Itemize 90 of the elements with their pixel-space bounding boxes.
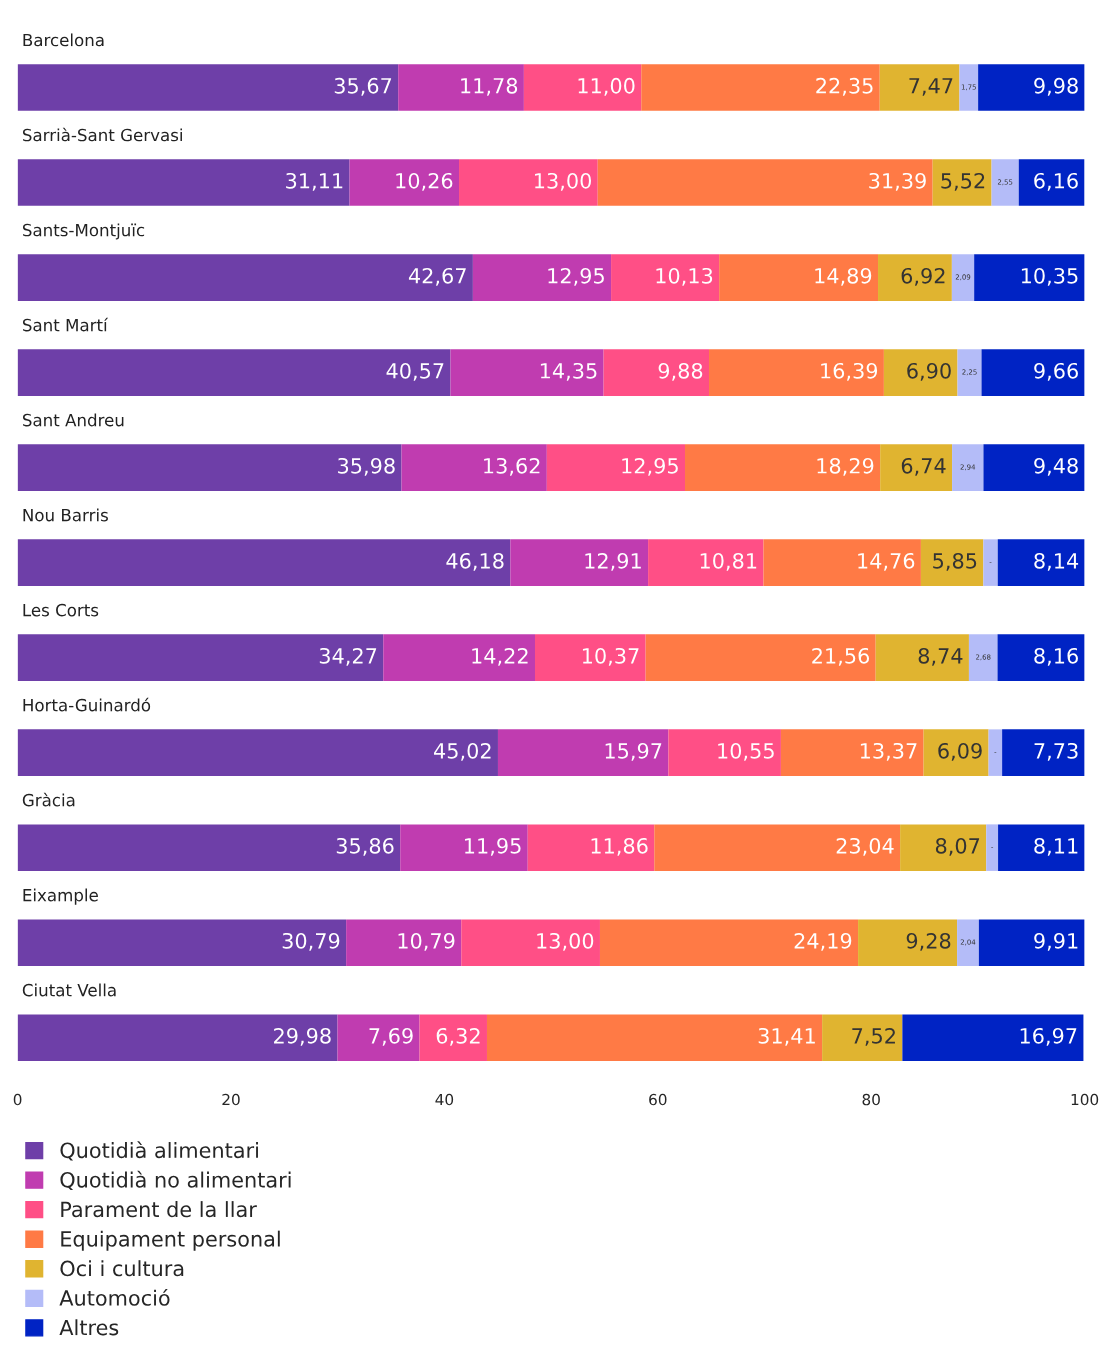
data-label: 8,16: [1034, 647, 1078, 666]
y-tick-label: Ciutat Vella: [22, 983, 116, 997]
data-label: 34,27: [319, 647, 377, 666]
legend-label: Quotidià alimentari: [60, 1141, 258, 1161]
data-label: 10,79: [398, 932, 455, 951]
data-label: 5,85: [933, 552, 977, 571]
data-label: 30,79: [282, 932, 340, 951]
data-label: 6,09: [938, 742, 982, 761]
data-label: 14,22: [472, 647, 528, 666]
x-tick-label: 100: [1071, 1093, 1099, 1106]
x-tick-label: 80: [862, 1093, 880, 1106]
data-label: 11,95: [465, 837, 521, 856]
data-label: 31,39: [869, 172, 926, 191]
data-label: 11,78: [461, 77, 518, 96]
data-label: 12,95: [622, 457, 678, 476]
data-label: 9,28: [906, 932, 951, 951]
data-label: 13,00: [537, 932, 594, 951]
data-label: 13,62: [484, 457, 540, 476]
data-label: 9,98: [1034, 77, 1078, 96]
data-label: 35,67: [334, 77, 392, 96]
data-label: 35,86: [336, 837, 394, 856]
y-tick-label: Gràcia: [22, 792, 75, 807]
y-tick-label: Barcelona: [23, 33, 104, 47]
y-tick-label: Sant Martí: [22, 317, 109, 332]
data-label: 14,76: [858, 552, 915, 571]
data-label: 14,89: [815, 267, 872, 286]
x-tick-label: 40: [435, 1093, 454, 1106]
data-label: 5,52: [941, 172, 985, 191]
y-tick-label: Sarrià-Sant Gervasi: [22, 127, 182, 142]
data-label: 42,67: [408, 267, 466, 286]
data-label: 6,90: [907, 362, 951, 381]
data-label: 7,47: [909, 78, 953, 96]
data-label: 9,66: [1034, 362, 1078, 381]
data-label: 8,74: [918, 647, 963, 666]
x-tick-label: 0: [13, 1093, 22, 1106]
data-label: 35,98: [338, 457, 395, 476]
data-label: 29,98: [274, 1027, 331, 1046]
data-label: 18,29: [817, 457, 874, 476]
data-label: 31,11: [286, 172, 343, 191]
data-label: 24,19: [794, 932, 852, 951]
data-label: 6,92: [901, 267, 945, 286]
y-tick-label: Horta-Guinardó: [23, 697, 151, 712]
data-label: 46,18: [446, 552, 504, 571]
data-label: 10,13: [656, 267, 713, 286]
x-tick-label: 20: [222, 1093, 240, 1106]
data-label: 9,48: [1034, 457, 1078, 476]
data-label: 7,52: [852, 1027, 895, 1046]
legend-label: Equipament personal: [61, 1230, 280, 1251]
data-label: 16,39: [821, 362, 878, 381]
data-label: 14,35: [540, 362, 597, 381]
y-tick-label: Sants-Montjuïc: [22, 223, 145, 240]
y-tick-label: Eixample: [23, 888, 98, 905]
data-label: 8,14: [1034, 552, 1079, 571]
data-label: 7,73: [1034, 742, 1078, 761]
legend-label: Quotidià no alimentari: [60, 1170, 291, 1191]
data-label: 45,02: [434, 742, 491, 761]
data-label: 21,56: [812, 647, 870, 666]
data-label: 9,91: [1034, 932, 1078, 951]
data-label: 15,97: [605, 742, 662, 761]
legend-label: Parament de la llar: [61, 1201, 257, 1218]
data-label: 11,86: [591, 837, 648, 856]
data-label: 13,00: [535, 172, 592, 191]
data-label: 10,37: [582, 647, 639, 666]
data-label: 12,91: [585, 552, 641, 571]
legend-label: Oci i cultura: [60, 1260, 184, 1277]
y-tick-label: Nou Barris: [23, 508, 108, 522]
data-label: 8,11: [1034, 837, 1078, 856]
data-label: 16,97: [1020, 1027, 1077, 1046]
data-label: 10,35: [1021, 267, 1078, 286]
legend-label: Altres: [59, 1319, 119, 1336]
legend-label: Automoció: [59, 1288, 170, 1306]
data-label: 10,26: [396, 172, 453, 191]
data-label: 6,16: [1034, 172, 1078, 191]
y-tick-label: Sant Andreu: [22, 413, 124, 427]
data-label: 22,35: [816, 77, 873, 96]
data-label: 13,37: [860, 742, 917, 761]
data-label: 31,41: [758, 1027, 815, 1046]
x-tick-label: 60: [649, 1093, 667, 1106]
data-label: 12,95: [548, 267, 604, 286]
data-label: 9,88: [658, 362, 703, 381]
data-label: 10,55: [718, 742, 774, 761]
y-tick-label: Les Corts: [23, 603, 99, 617]
data-label: 8,07: [935, 837, 980, 856]
data-label: 6,74: [901, 457, 946, 476]
data-label: 11,00: [578, 77, 635, 96]
data-label: 7,69: [369, 1027, 413, 1046]
data-label: 23,04: [836, 837, 894, 856]
data-label: 6,32: [436, 1027, 480, 1046]
data-label: 40,57: [386, 362, 444, 381]
data-label: 10,81: [700, 552, 757, 571]
